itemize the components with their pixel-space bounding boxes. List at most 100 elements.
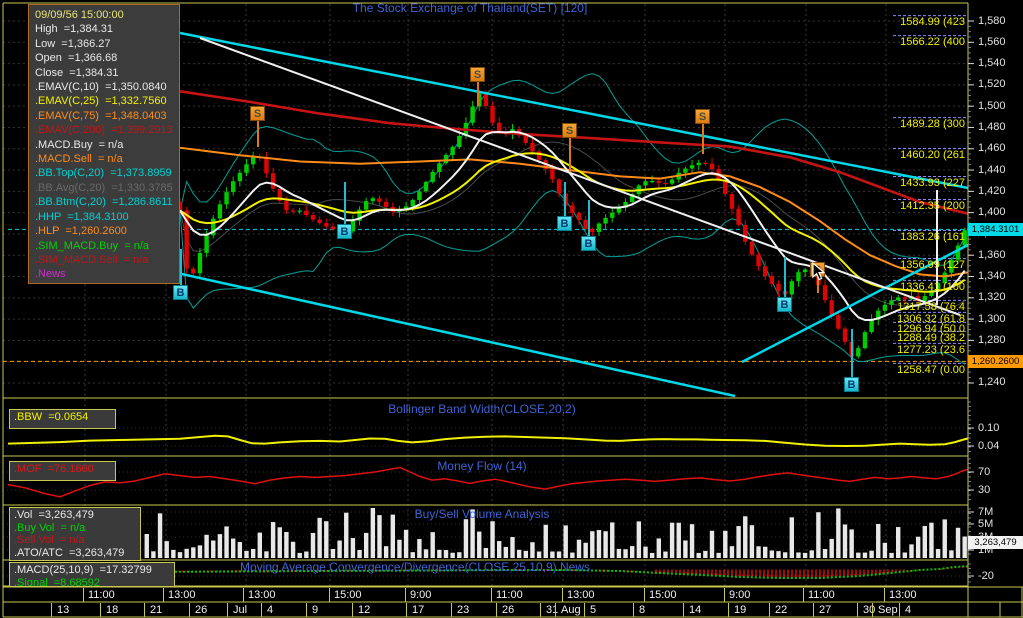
date-axis-separator — [51, 603, 52, 617]
macd-legend-line: .MACD(25,10,9) =17.32799 — [14, 564, 152, 576]
main-chart-title: The Stock Exchange of Thailand(SET) [120… — [352, 1, 588, 15]
date-axis-separator — [857, 603, 858, 617]
mof-legend-line: .MOF =76.1660 — [14, 463, 94, 475]
last-price-box: 1,384.3101 — [968, 222, 1023, 236]
sell-signal-marker[interactable]: S — [695, 109, 710, 124]
time-axis-separator — [884, 588, 885, 602]
fib-level-label: 1296.94 (50.0 — [897, 322, 965, 335]
date-tick-label: 31 — [546, 604, 559, 616]
price-tick-label: 1,460 — [978, 142, 1006, 155]
info-panel-line: .EMAV(C,75) =1,348.0403 — [35, 109, 167, 122]
date-tick-label: 18 — [106, 604, 119, 616]
info-panel-line: .BB.Avg(C,20) =1,330.3785 — [35, 181, 173, 194]
price-tick-label: 1,300 — [978, 312, 1006, 325]
vol-legend-line: .Vol =3,263,479 — [14, 509, 94, 521]
info-panel-line: .EMAV(C,10) =1,350.0840 — [35, 81, 167, 94]
date-axis-separator — [872, 603, 873, 617]
info-panel-line: Low =1,366.27 — [35, 37, 111, 50]
date-tick-label: 13 — [57, 604, 70, 616]
fib-level-label: 1277.23 (23.6 — [897, 343, 965, 356]
date-axis-separator — [584, 603, 585, 617]
buy-signal-stem — [180, 249, 182, 285]
fib-level-label: 1460.20 (261 — [900, 149, 965, 162]
price-tick-label: 1,540 — [978, 57, 1006, 70]
ohlc-info-panel: 09/09/56 15:00:00 High =1,384.31 Low =1,36… — [28, 4, 180, 284]
fib-level-label: 1288.49 (38.2 — [897, 331, 965, 344]
fib-level-label: 1317.58 (76.4 — [897, 300, 965, 313]
date-tick-label: 5 — [590, 604, 597, 616]
price-tick-label: 1,280 — [978, 333, 1006, 346]
fib-level-label: 1566.22 (400 — [900, 36, 965, 49]
buy-signal-marker[interactable]: B — [337, 224, 352, 239]
bbw-legend-line: .BBW =0.0654 — [14, 411, 89, 423]
mof-scale-label: 70 — [978, 465, 991, 478]
date-axis-separator — [769, 603, 770, 617]
bbw-legend: .BBW =0.0654 — [9, 409, 116, 429]
info-panel-line: .SIM_MACD.Buy = n/a — [35, 239, 150, 252]
vol-legend-line: .ATO/ATC =3,263,479 — [14, 546, 125, 559]
date-axis-separator — [555, 603, 556, 617]
buy-signal-marker[interactable]: B — [557, 216, 572, 231]
time-axis-separator — [803, 588, 804, 602]
price-tick-label: 1,480 — [978, 120, 1006, 133]
date-tick-label: 26 — [195, 604, 208, 616]
buy-signal-stem — [784, 257, 786, 297]
vol-scale-label: 7M — [978, 505, 994, 518]
macd-legend: .MACD(25,10,9) =17.32799 .Signal =8.68592 — [9, 562, 175, 587]
mouse-cursor-icon — [812, 261, 826, 286]
time-tick-label: 13:00 — [889, 589, 917, 601]
info-panel-line: .EMAV(C,25) =1,332.7560 — [35, 95, 167, 108]
price-tick-label: 1,560 — [978, 35, 1006, 48]
info-panel-line: .EMAV(C,200) =1,399.2913 — [35, 124, 173, 137]
date-tick-label: 26 — [502, 604, 515, 616]
vol-legend-line: .Buy Vol = n/a — [14, 521, 86, 534]
date-tick-label: 21 — [150, 604, 163, 616]
fib-level-label: 1584.99 (423 — [900, 16, 965, 29]
info-panel-line: .SIM_MACD.Sell = n/a — [35, 253, 149, 266]
date-tick-label: Sep — [878, 604, 898, 616]
volume-bars — [144, 508, 967, 558]
time-tick-label: 13:00 — [567, 589, 595, 601]
last-volume-box: 3,263,479 — [968, 536, 1023, 549]
date-tick-label: 9 — [312, 604, 319, 616]
macd-panel-title: Moving Average Convergence/Divergence(CL… — [240, 560, 590, 574]
date-tick-label: 27 — [819, 604, 832, 616]
date-tick-label: 23 — [457, 604, 470, 616]
price-tick-label: 1,500 — [978, 99, 1006, 112]
buy-signal-marker[interactable]: B — [777, 297, 792, 312]
sell-signal-marker[interactable]: S — [470, 67, 485, 82]
info-panel-line: High =1,384.31 — [35, 23, 113, 36]
time-tick-label: 13:00 — [248, 589, 276, 601]
info-panel-line: .News — [35, 268, 66, 281]
time-axis-separator — [562, 588, 563, 602]
time-tick-label: 15:00 — [334, 589, 362, 601]
sell-signal-marker[interactable]: S — [562, 123, 577, 138]
time-axis-separator — [405, 588, 406, 602]
buy-signal-marker[interactable]: B — [173, 285, 188, 300]
sell-signal-marker[interactable]: S — [250, 106, 265, 121]
buy-signal-marker[interactable]: B — [581, 236, 596, 251]
price-tick-label: 1,340 — [978, 270, 1006, 283]
time-tick-label: 9:00 — [729, 589, 751, 601]
info-panel-line: .MACD.Sell = n/a — [35, 153, 123, 166]
lowest-low-price-box: 1,260.2600 — [968, 354, 1023, 368]
moving-averages — [179, 90, 969, 321]
sell-signal-stem — [477, 82, 479, 106]
indicator-curves — [7, 434, 969, 498]
time-tick-label: 11:00 — [496, 589, 523, 601]
price-tick-label: 1,440 — [978, 163, 1006, 176]
time-axis-separator — [724, 588, 725, 602]
fib-level-label: 1489.28 (300 — [900, 118, 965, 131]
time-axis-separator — [83, 588, 84, 602]
bbw-scale-label: 0.04 — [978, 439, 1000, 452]
axis-ticks — [968, 20, 974, 583]
time-axis-separator — [163, 588, 164, 602]
date-axis-separator — [728, 603, 729, 617]
price-tick-label: 1,400 — [978, 206, 1006, 219]
date-axis-separator — [100, 603, 101, 617]
info-panel-line: .BB.Top(C,20) =1,373.8959 — [35, 167, 172, 180]
date-axis-separator — [540, 603, 541, 617]
buy-signal-marker[interactable]: B — [844, 377, 859, 392]
vol-legend-line: .Sell Vol = n/a — [14, 534, 85, 547]
date-axis-separator — [899, 603, 900, 617]
